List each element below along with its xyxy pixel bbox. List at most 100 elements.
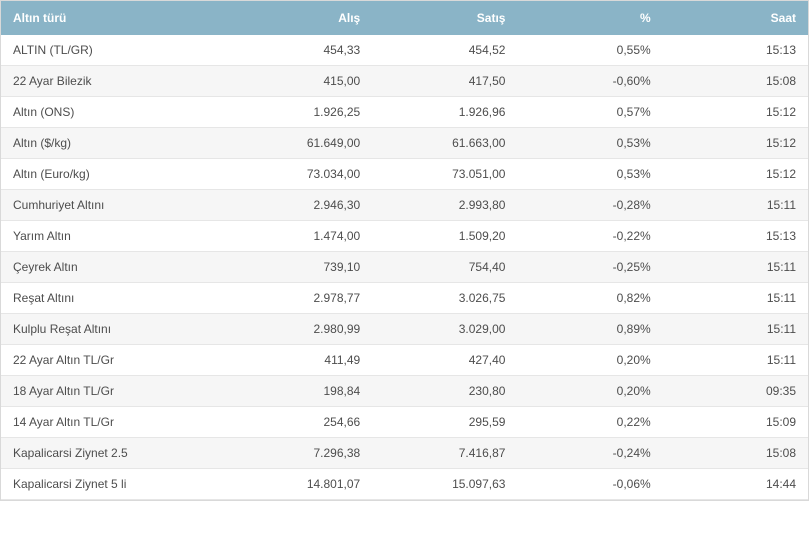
cell-time: 15:11	[663, 314, 808, 345]
table-row: 14 Ayar Altın TL/Gr254,66295,590,22%15:0…	[1, 407, 808, 438]
gold-prices-table-container: Altın türü Alış Satış % Saat ALTIN (TL/G…	[0, 0, 809, 501]
cell-type: Altın (Euro/kg)	[1, 159, 227, 190]
cell-time: 15:13	[663, 35, 808, 66]
col-header-time: Saat	[663, 1, 808, 35]
cell-sell: 7.416,87	[372, 438, 517, 469]
cell-buy: 415,00	[227, 66, 372, 97]
cell-buy: 454,33	[227, 35, 372, 66]
cell-sell: 1.509,20	[372, 221, 517, 252]
table-row: 22 Ayar Bilezik415,00417,50-0,60%15:08	[1, 66, 808, 97]
cell-buy: 7.296,38	[227, 438, 372, 469]
cell-time: 15:13	[663, 221, 808, 252]
cell-pct: 0,53%	[517, 159, 662, 190]
cell-buy: 2.946,30	[227, 190, 372, 221]
col-header-type: Altın türü	[1, 1, 227, 35]
cell-buy: 411,49	[227, 345, 372, 376]
cell-time: 15:11	[663, 190, 808, 221]
cell-buy: 1.474,00	[227, 221, 372, 252]
table-row: Altın (ONS)1.926,251.926,960,57%15:12	[1, 97, 808, 128]
cell-buy: 198,84	[227, 376, 372, 407]
cell-pct: 0,22%	[517, 407, 662, 438]
cell-buy: 739,10	[227, 252, 372, 283]
cell-sell: 754,40	[372, 252, 517, 283]
cell-time: 15:12	[663, 159, 808, 190]
cell-time: 09:35	[663, 376, 808, 407]
cell-type: Altın ($/kg)	[1, 128, 227, 159]
table-body: ALTIN (TL/GR)454,33454,520,55%15:1322 Ay…	[1, 35, 808, 500]
cell-time: 15:11	[663, 252, 808, 283]
cell-pct: -0,22%	[517, 221, 662, 252]
cell-time: 15:08	[663, 66, 808, 97]
cell-type: Yarım Altın	[1, 221, 227, 252]
cell-pct: 0,55%	[517, 35, 662, 66]
table-row: Altın ($/kg)61.649,0061.663,000,53%15:12	[1, 128, 808, 159]
cell-buy: 2.980,99	[227, 314, 372, 345]
cell-time: 15:12	[663, 97, 808, 128]
cell-type: Kapalicarsi Ziynet 2.5	[1, 438, 227, 469]
cell-type: Cumhuriyet Altını	[1, 190, 227, 221]
cell-time: 15:12	[663, 128, 808, 159]
cell-pct: 0,57%	[517, 97, 662, 128]
cell-pct: 0,20%	[517, 376, 662, 407]
cell-pct: -0,06%	[517, 469, 662, 500]
cell-sell: 1.926,96	[372, 97, 517, 128]
table-header: Altın türü Alış Satış % Saat	[1, 1, 808, 35]
col-header-sell: Satış	[372, 1, 517, 35]
cell-sell: 295,59	[372, 407, 517, 438]
cell-sell: 230,80	[372, 376, 517, 407]
cell-pct: -0,28%	[517, 190, 662, 221]
cell-time: 14:44	[663, 469, 808, 500]
cell-type: ALTIN (TL/GR)	[1, 35, 227, 66]
cell-time: 15:11	[663, 283, 808, 314]
cell-time: 15:08	[663, 438, 808, 469]
cell-sell: 454,52	[372, 35, 517, 66]
cell-buy: 254,66	[227, 407, 372, 438]
table-row: Yarım Altın1.474,001.509,20-0,22%15:13	[1, 221, 808, 252]
table-row: ALTIN (TL/GR)454,33454,520,55%15:13	[1, 35, 808, 66]
table-row: Çeyrek Altın739,10754,40-0,25%15:11	[1, 252, 808, 283]
table-row: Altın (Euro/kg)73.034,0073.051,000,53%15…	[1, 159, 808, 190]
cell-pct: 0,89%	[517, 314, 662, 345]
cell-buy: 73.034,00	[227, 159, 372, 190]
cell-sell: 417,50	[372, 66, 517, 97]
cell-sell: 3.026,75	[372, 283, 517, 314]
table-header-row: Altın türü Alış Satış % Saat	[1, 1, 808, 35]
cell-sell: 15.097,63	[372, 469, 517, 500]
cell-time: 15:09	[663, 407, 808, 438]
cell-buy: 14.801,07	[227, 469, 372, 500]
table-row: Reşat Altını2.978,773.026,750,82%15:11	[1, 283, 808, 314]
cell-type: Kulplu Reşat Altını	[1, 314, 227, 345]
table-row: 18 Ayar Altın TL/Gr198,84230,800,20%09:3…	[1, 376, 808, 407]
cell-type: 22 Ayar Altın TL/Gr	[1, 345, 227, 376]
cell-type: 18 Ayar Altın TL/Gr	[1, 376, 227, 407]
table-row: Kapalicarsi Ziynet 2.57.296,387.416,87-0…	[1, 438, 808, 469]
cell-type: Reşat Altını	[1, 283, 227, 314]
cell-sell: 3.029,00	[372, 314, 517, 345]
table-row: Kapalicarsi Ziynet 5 li14.801,0715.097,6…	[1, 469, 808, 500]
cell-pct: 0,82%	[517, 283, 662, 314]
cell-sell: 73.051,00	[372, 159, 517, 190]
cell-buy: 61.649,00	[227, 128, 372, 159]
cell-type: Kapalicarsi Ziynet 5 li	[1, 469, 227, 500]
cell-sell: 427,40	[372, 345, 517, 376]
col-header-buy: Alış	[227, 1, 372, 35]
col-header-pct: %	[517, 1, 662, 35]
cell-type: Çeyrek Altın	[1, 252, 227, 283]
gold-prices-table: Altın türü Alış Satış % Saat ALTIN (TL/G…	[1, 1, 808, 500]
cell-pct: -0,60%	[517, 66, 662, 97]
cell-buy: 2.978,77	[227, 283, 372, 314]
cell-sell: 2.993,80	[372, 190, 517, 221]
cell-type: 22 Ayar Bilezik	[1, 66, 227, 97]
cell-sell: 61.663,00	[372, 128, 517, 159]
cell-pct: 0,20%	[517, 345, 662, 376]
table-row: 22 Ayar Altın TL/Gr411,49427,400,20%15:1…	[1, 345, 808, 376]
cell-type: Altın (ONS)	[1, 97, 227, 128]
cell-pct: 0,53%	[517, 128, 662, 159]
cell-time: 15:11	[663, 345, 808, 376]
table-row: Cumhuriyet Altını2.946,302.993,80-0,28%1…	[1, 190, 808, 221]
cell-type: 14 Ayar Altın TL/Gr	[1, 407, 227, 438]
cell-pct: -0,25%	[517, 252, 662, 283]
table-row: Kulplu Reşat Altını2.980,993.029,000,89%…	[1, 314, 808, 345]
cell-pct: -0,24%	[517, 438, 662, 469]
cell-buy: 1.926,25	[227, 97, 372, 128]
